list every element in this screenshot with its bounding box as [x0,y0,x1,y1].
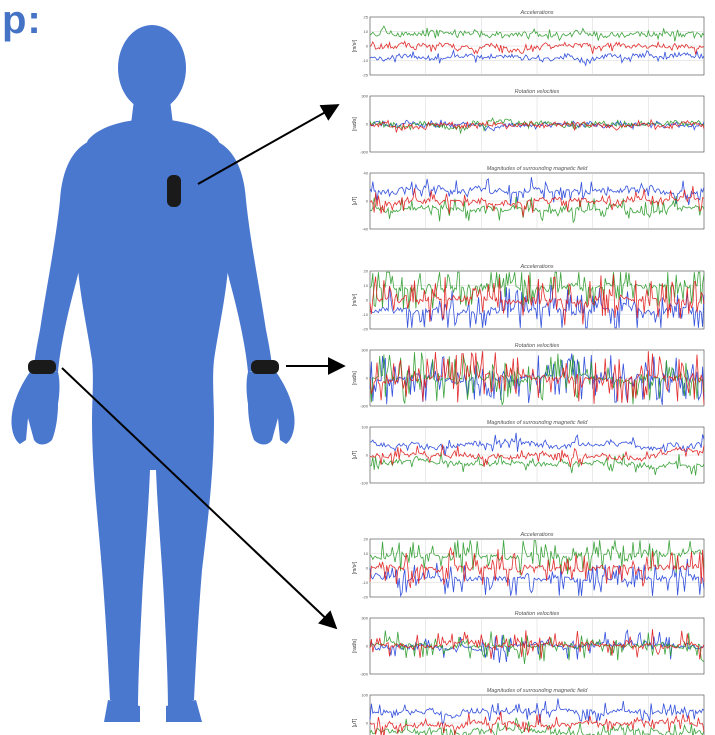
chart-title: Magnitudes of surrounding magnetic field [487,688,589,694]
y-axis-label: [m/s²] [352,561,358,574]
signal-series [369,351,705,405]
signal-series [369,698,705,727]
y-tick-label: 25 [364,15,369,20]
y-tick-label: 20 [364,269,369,274]
signal-series [369,629,705,660]
right-wrist-sensor-icon [251,360,279,374]
chart-title: Accelerations [519,264,553,270]
y-axis-label: [μT] [352,450,358,459]
arrow-left-wrist-to-panel [61,367,338,630]
signal-series [369,353,705,405]
signal-series [369,271,705,310]
y-tick-label: 100 [361,425,368,430]
y-tick-label: 0 [366,721,369,726]
signal-series [369,630,705,664]
y-tick-label: -20 [362,327,369,332]
y-axis-label: [m/s²] [352,293,358,306]
signal-series [369,629,705,663]
y-tick-label: 0 [366,199,369,204]
arrow-chest-to-panel [197,104,340,185]
y-tick-label: -300 [360,150,369,155]
chart-title: Magnitudes of surrounding magnetic field [487,420,589,426]
signal-series [369,48,705,67]
y-axis-label: [rad/s] [352,638,358,653]
signal-series [369,540,705,576]
signal-series [369,452,705,476]
y-tick-label: 300 [361,94,368,99]
y-tick-label: -300 [360,404,369,409]
chart-title: Magnitudes of surrounding magnetic field [487,166,589,172]
signal-series [369,274,705,326]
signal-series [369,717,705,735]
y-tick-label: 0 [366,376,369,381]
y-tick-label: 40 [364,171,369,176]
chest-sensor-icon [167,175,181,207]
y-axis-label: [μT] [352,718,358,727]
chart-title: Accelerations [519,532,553,538]
y-tick-label: 0 [366,566,369,571]
y-tick-label: 100 [361,693,368,698]
signal-series [369,284,705,329]
panel-chest: Accelerations 25 10 0 -10 -25 [m/s²] Rotation v… [352,10,705,232]
y-tick-label: 0 [366,44,369,49]
heading: p: [2,0,42,42]
y-tick-label: -10 [362,58,369,63]
signal-series [369,444,705,467]
chart-title: Rotation velocities [515,89,560,95]
signal-series [369,117,705,135]
y-tick-label: 10 [364,283,369,288]
y-tick-label: -20 [362,595,369,600]
signal-series [369,196,705,224]
signal-series [369,558,705,598]
y-tick-label: 300 [361,616,368,621]
signal-series [369,118,705,133]
signal-series [369,177,705,206]
human-body-silhouette [11,25,295,722]
y-tick-label: 0 [366,453,369,458]
y-tick-label: 0 [366,122,369,127]
y-tick-label: 10 [364,29,369,34]
y-axis-label: [μT] [352,196,358,205]
signal-series [369,40,705,55]
chart-title: Rotation velocities [515,343,560,349]
y-axis-label: [rad/s] [352,370,358,385]
signal-series [369,25,705,42]
signal-series [369,711,705,735]
y-tick-label: -300 [360,672,369,677]
y-tick-label: -10 [362,580,369,585]
y-axis-label: [m/s²] [352,39,358,52]
y-tick-label: 0 [366,298,369,303]
signal-series [369,546,705,588]
y-tick-label: -10 [362,312,369,317]
y-tick-label: -25 [362,73,369,78]
left-wrist-sensor-icon [28,360,56,374]
y-tick-label: 20 [364,537,369,542]
signal-series [369,185,705,217]
y-axis-label: [rad/s] [352,116,358,131]
y-tick-label: -40 [362,227,369,232]
y-tick-label: -100 [360,481,369,486]
y-tick-label: 300 [361,348,368,353]
signal-series [369,432,705,456]
y-tick-label: 10 [364,551,369,556]
chart-title: Rotation velocities [515,611,560,617]
chart-title: Accelerations [519,10,553,16]
y-tick-label: 0 [366,644,369,649]
